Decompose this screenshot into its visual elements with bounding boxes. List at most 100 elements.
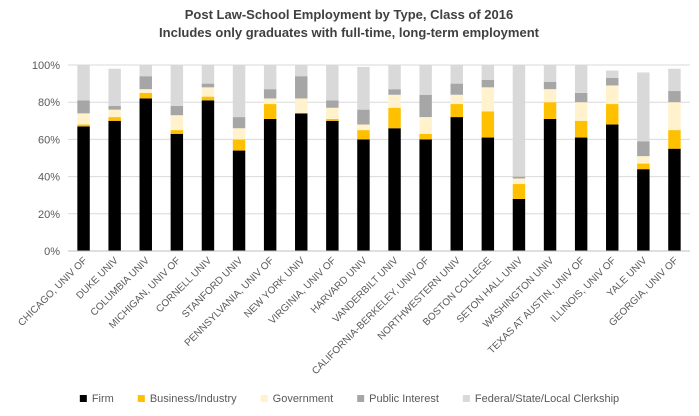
- bar-segment: STANFORD UNIV — Government: 6%: [232, 128, 246, 140]
- bar-segment: VANDERBILT UNIV — Public Interest: 3%: [388, 89, 401, 95]
- bar-segment: PENNSYLVANIA, UNIV OF — Business/Industr…: [263, 104, 277, 119]
- bar-segment: DUKE UNIV — Public Interest: 2%: [108, 105, 121, 110]
- legend: Firm Business/Industry Government Public In…: [79, 393, 619, 405]
- bar-segment: NORTHWESTERN UNIV — Federal/State/Local …: [450, 65, 463, 84]
- bar-segment: COLUMBIA UNIV — Business/Industry: 3%: [139, 92, 152, 99]
- bar-segment: HARVARD UNIV — Public Interest: 8%: [357, 109, 370, 125]
- bar-segment: TEXAS AT AUSTIN, UNIV OF — Firm: 61%: [574, 137, 588, 251]
- bar-segment: VIRGINIA, UNIV OF — Firm: 70%: [326, 120, 339, 251]
- bar-segment: GEORGIA, UNIV OF — Business/Industry: 10…: [668, 130, 681, 149]
- bar-segment: CALIFORNIA-BERKELEY, UNIV OF — Firm: 60%: [419, 139, 432, 251]
- bar-segment: WASHINGTON UNIV — Business/Industry: 9%: [543, 102, 557, 119]
- bar-segment: TEXAS AT AUSTIN, UNIV OF — Federal/State…: [574, 65, 588, 93]
- bar-segment: HARVARD UNIV — Business/Industry: 5%: [357, 130, 370, 140]
- bar-segment: CHICAGO, UNIV OF — Federal/State/Local C…: [77, 65, 90, 101]
- bar-segment: ILLINOIS, UNIV OF — Firm: 68%: [606, 124, 619, 251]
- bar-segment: CALIFORNIA-BERKELEY, UNIV OF — Federal/S…: [419, 65, 432, 95]
- bar-segment: CORNELL UNIV — Firm: 81%: [201, 100, 215, 251]
- bar-segment: TEXAS AT AUSTIN, UNIV OF — Business/Indu…: [574, 120, 588, 138]
- y-tick-label: 100%: [32, 60, 60, 72]
- bar-segment: MICHIGAN, UNIV OF — Public Interest: 5%: [170, 105, 184, 116]
- bar-segment: NORTHWESTERN UNIV — Public Interest: 6%: [450, 83, 463, 95]
- bar-segment: STANFORD UNIV — Business/Industry: 6%: [232, 139, 246, 151]
- bar-segment: HARVARD UNIV — Government: 3%: [357, 124, 370, 131]
- bar-segment: GEORGIA, UNIV OF — Federal/State/Local C…: [668, 68, 681, 92]
- legend-label: Business/Industry: [150, 393, 237, 405]
- bar-segment: PENNSYLVANIA, UNIV OF — Federal/State/Lo…: [263, 65, 277, 90]
- legend-swatch: [357, 395, 365, 402]
- bar-segment: COLUMBIA UNIV — Firm: 82%: [139, 98, 152, 251]
- bar-segment: CHICAGO, UNIV OF — Public Interest: 7%: [77, 100, 90, 114]
- bar-segment: CHICAGO, UNIV OF — Government: 6%: [77, 113, 90, 125]
- bar-segment: WASHINGTON UNIV — Government: 7%: [543, 89, 557, 103]
- bar-segment: NORTHWESTERN UNIV — Government: 5%: [450, 94, 463, 105]
- bar-segment: YALE UNIV — Federal/State/Local Clerkshi…: [637, 72, 650, 142]
- bar-segment: SETON HALL UNIV — Business/Industry: 8%: [512, 184, 526, 199]
- bar-segment: DUKE UNIV — Firm: 70%: [108, 120, 121, 251]
- bar-segment: WASHINGTON UNIV — Public Interest: 4%: [543, 81, 557, 90]
- bar-segment: CORNELL UNIV — Business/Industry: 2%: [201, 96, 215, 101]
- bar-segment: VIRGINIA, UNIV OF — Business/Industry: 1…: [326, 118, 339, 121]
- bar-segment: SETON HALL UNIV — Federal/State/Local Cl…: [512, 65, 526, 177]
- legend-label: Firm: [92, 393, 114, 405]
- bar-segment: ILLINOIS, UNIV OF — Public Interest: 4%: [606, 78, 619, 86]
- bar-segment: VANDERBILT UNIV — Business/Industry: 11%: [388, 107, 401, 129]
- bar-segment: CORNELL UNIV — Federal/State/Local Clerk…: [201, 65, 215, 84]
- bar-segment: DUKE UNIV — Government: 4%: [108, 109, 121, 118]
- bar-segment: GEORGIA, UNIV OF — Government: 15%: [668, 102, 681, 131]
- bar-segment: NORTHWESTERN UNIV — Business/Industry: 7…: [450, 104, 463, 118]
- bar-segment: STANFORD UNIV — Public Interest: 6%: [232, 117, 246, 129]
- bar-segment: YALE UNIV — Business/Industry: 3%: [637, 163, 650, 170]
- bar-segment: BOSTON COLLEGE — Public Interest: 4%: [481, 79, 495, 88]
- bar-segment: YALE UNIV — Firm: 44%: [637, 169, 650, 251]
- legend-swatch: [462, 395, 470, 402]
- bar-segment: PENNSYLVANIA, UNIV OF — Public Interest:…: [263, 89, 277, 99]
- bar-segment: BOSTON COLLEGE — Business/Industry: 14%: [481, 111, 495, 138]
- bars: CHICAGO, UNIV OF — Firm: 67%CHICAGO, UNI…: [77, 65, 681, 251]
- bar-segment: CALIFORNIA-BERKELEY, UNIV OF — Governmen…: [419, 117, 432, 134]
- bar-segment: DUKE UNIV — Federal/State/Local Clerkshi…: [108, 68, 121, 106]
- bar-segment: NORTHWESTERN UNIV — Firm: 72%: [450, 117, 463, 251]
- bar-segment: NEW YORK UNIV — Public Interest: 12%: [295, 76, 308, 99]
- bar-segment: BOSTON COLLEGE — Government: 13%: [481, 87, 495, 112]
- bar-segment: CALIFORNIA-BERKELEY, UNIV OF — Business/…: [419, 133, 432, 140]
- legend-label: Government: [273, 393, 334, 405]
- bar-segment: BOSTON COLLEGE — Federal/State/Local Cle…: [481, 65, 495, 80]
- bar-segment: CHICAGO, UNIV OF — Business/Industry: 1%: [77, 124, 90, 127]
- y-tick-label: 0%: [44, 246, 60, 258]
- bar-segment: YALE UNIV — Public Interest: 8%: [637, 141, 650, 157]
- legend-swatch: [260, 395, 268, 402]
- bar-segment: MICHIGAN, UNIV OF — Federal/State/Local …: [170, 65, 184, 106]
- y-tick-label: 60%: [38, 134, 60, 146]
- bar-segment: GEORGIA, UNIV OF — Firm: 55%: [668, 148, 681, 251]
- bar-segment: WASHINGTON UNIV — Federal/State/Local Cl…: [543, 65, 557, 82]
- y-tick-label: 20%: [38, 209, 60, 221]
- bar-segment: GEORGIA, UNIV OF — Public Interest: 6%: [668, 91, 681, 103]
- bar-segment: HARVARD UNIV — Firm: 60%: [357, 139, 370, 251]
- bar-segment: SETON HALL UNIV — Firm: 28%: [512, 198, 526, 251]
- bar-segment: HARVARD UNIV — Federal/State/Local Clerk…: [357, 66, 370, 110]
- bar-segment: PENNSYLVANIA, UNIV OF — Firm: 71%: [263, 118, 277, 251]
- legend-swatch: [137, 395, 145, 402]
- bar-segment: VANDERBILT UNIV — Federal/State/Local Cl…: [388, 65, 401, 90]
- bar-segment: CORNELL UNIV — Public Interest: 2%: [201, 83, 215, 88]
- bar-segment: SETON HALL UNIV — Government: 3%: [512, 178, 526, 185]
- bar-segment: COLUMBIA UNIV — Public Interest: 7%: [139, 76, 152, 90]
- bar-segment: MICHIGAN, UNIV OF — Firm: 63%: [170, 133, 184, 251]
- bar-segment: VANDERBILT UNIV — Government: 7%: [388, 94, 401, 108]
- bar-segment: VIRGINIA, UNIV OF — Government: 6%: [326, 107, 339, 119]
- bar-segment: SETON HALL UNIV — Public Interest: 1%: [512, 176, 526, 179]
- bar-segment: MICHIGAN, UNIV OF — Business/Industry: 2…: [170, 130, 184, 134]
- bar-segment: PENNSYLVANIA, UNIV OF — Government: 3%: [263, 98, 277, 105]
- bar-segment: DUKE UNIV — Business/Industry: 2%: [108, 117, 121, 121]
- bar-segment: CALIFORNIA-BERKELEY, UNIV OF — Public In…: [419, 94, 432, 118]
- bar-segment: VIRGINIA, UNIV OF — Federal/State/Local …: [326, 65, 339, 101]
- bar-segment: ILLINOIS, UNIV OF — Federal/State/Local …: [606, 70, 619, 79]
- chart-title: Post Law-School Employment by Type, Clas…: [185, 7, 513, 22]
- bar-segment: VANDERBILT UNIV — Firm: 66%: [388, 128, 401, 251]
- y-tick-label: 40%: [38, 172, 60, 184]
- legend-label: Public Interest: [369, 393, 439, 405]
- bar-segment: NEW YORK UNIV — Firm: 74%: [295, 113, 308, 251]
